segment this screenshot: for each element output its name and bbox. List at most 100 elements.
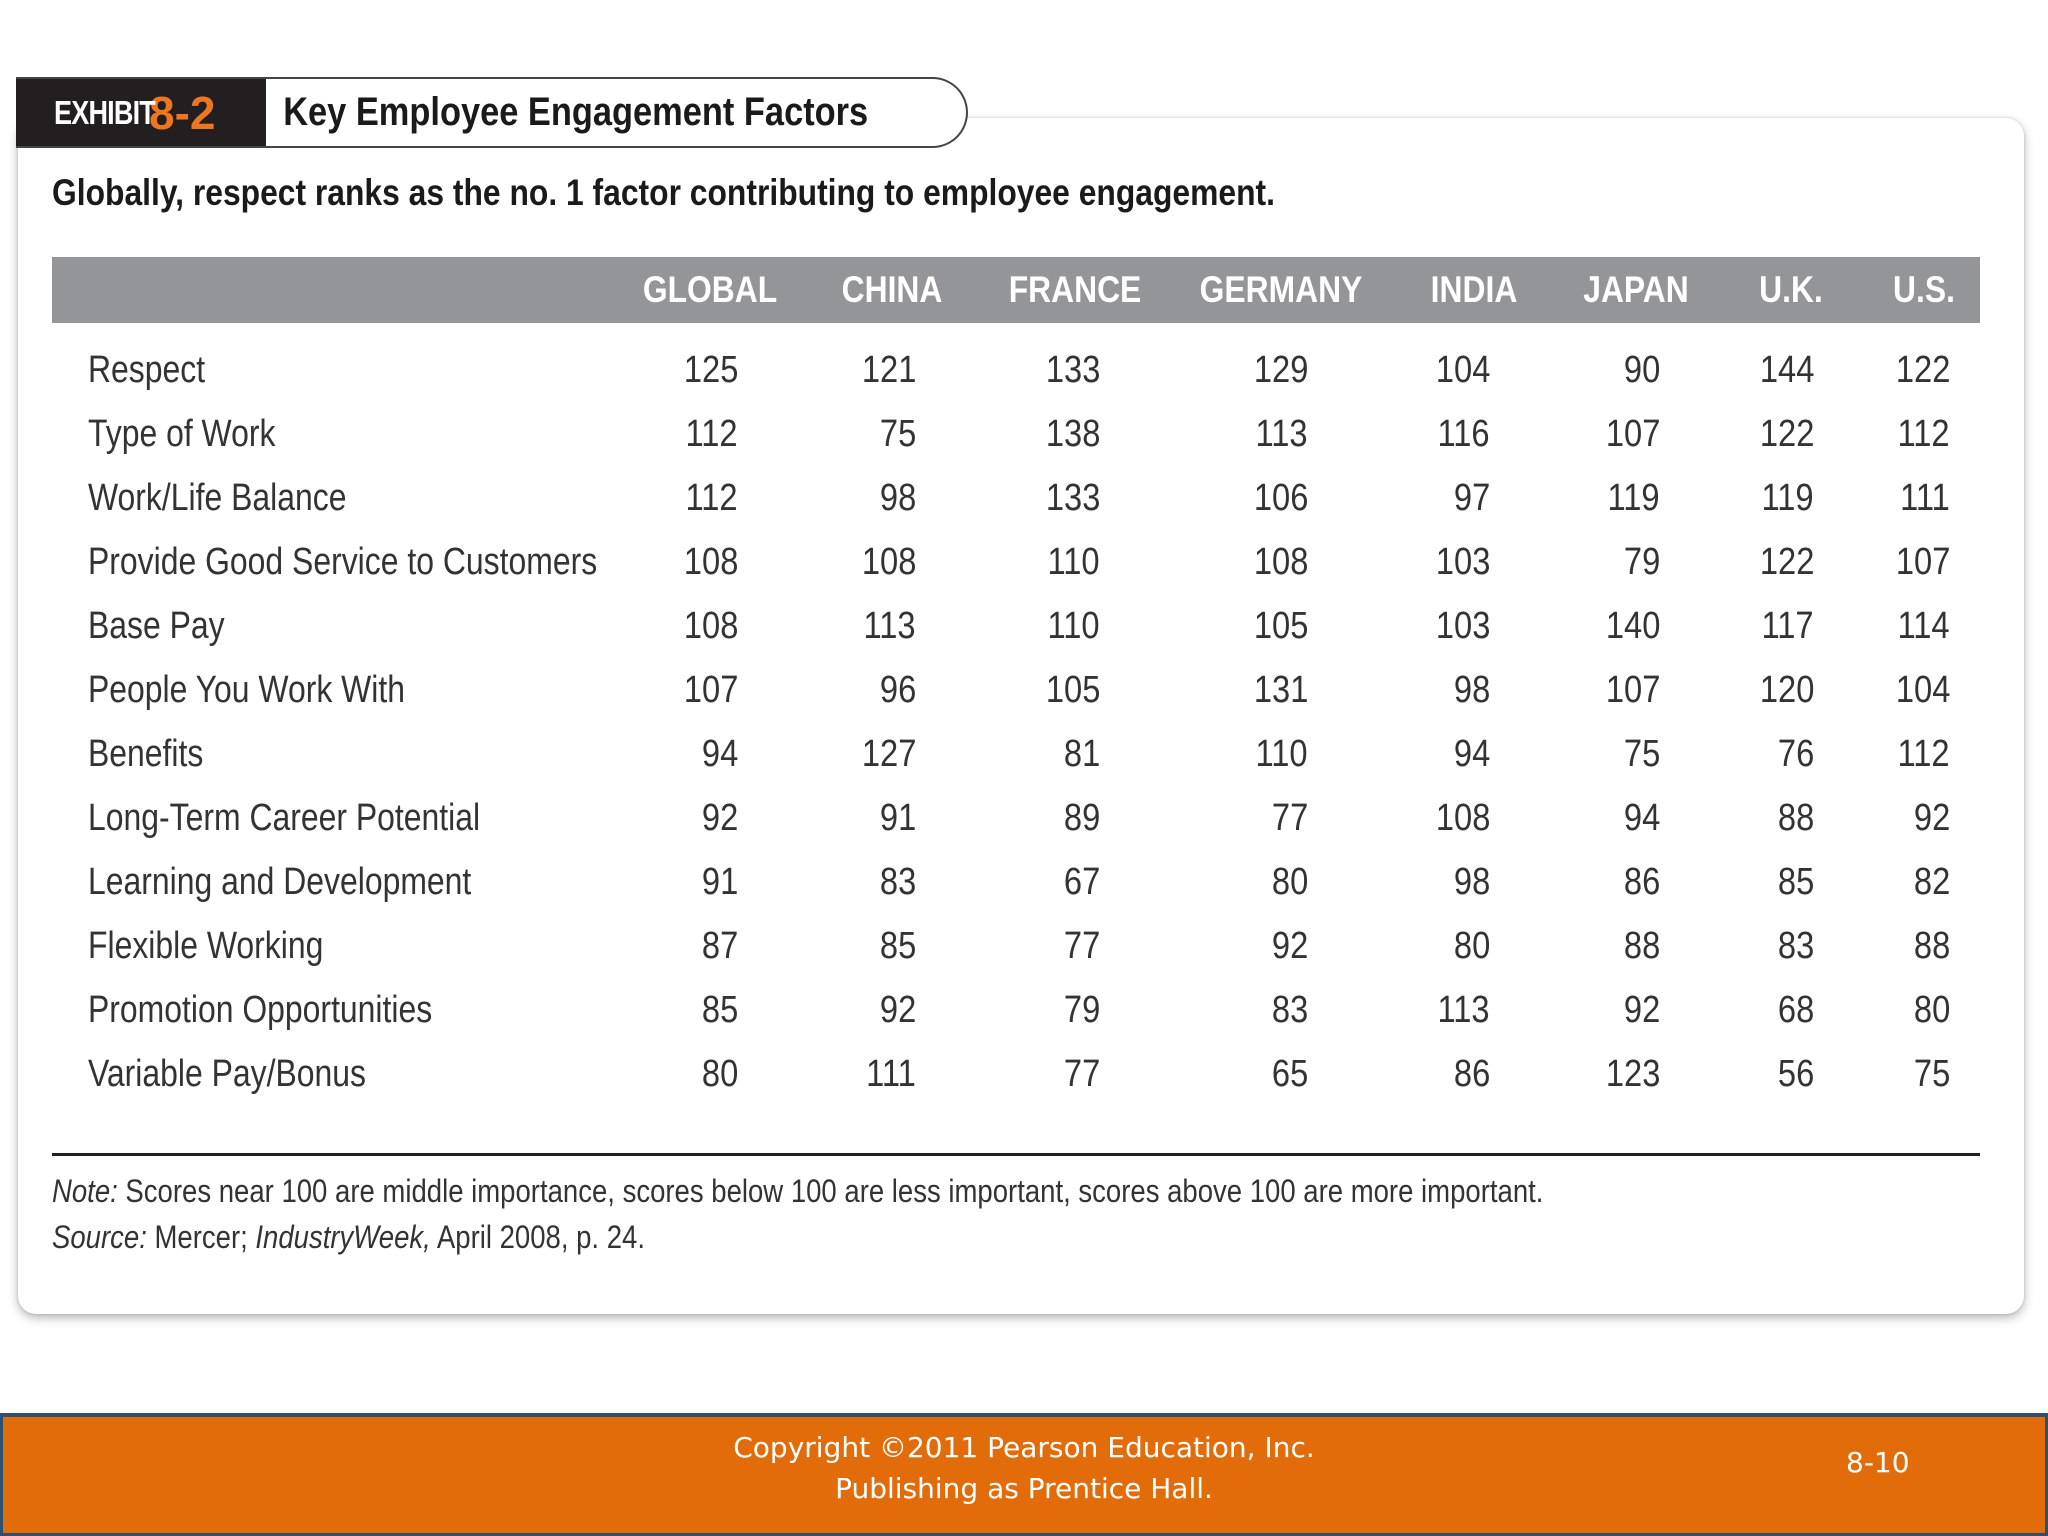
table-cell-japan: 86 [1623,861,1660,903]
table-cell-global: 112 [685,477,738,519]
table-cell-india: 97 [1453,477,1490,519]
table-cell-india: 116 [1437,413,1490,455]
copyright-line-1: Copyright ©2011 Pearson Education, Inc. [733,1431,1315,1464]
row-label: Work/Life Balance [88,477,347,519]
table-cell-global: 87 [701,925,738,967]
table-cell-us: 80 [1913,989,1950,1031]
table-cell-us: 82 [1913,861,1950,903]
table-cell-japan: 88 [1623,925,1660,967]
row-label: Respect [88,349,206,391]
table-cell-global: 80 [701,1053,738,1095]
table-bottom-rule [52,1153,1980,1156]
row-label: People You Work With [88,669,406,711]
table-cell-china: 98 [879,477,916,519]
column-header-china: CHINA [841,269,943,310]
table-cell-global: 91 [701,861,738,903]
slide-number: 8-10 [1846,1446,1910,1479]
table-cell-uk: 76 [1777,733,1814,775]
table-cell-china: 85 [879,925,916,967]
table-cell-germany: 80 [1271,861,1308,903]
exhibit-tag: EXHIBIT 8-2 [16,79,266,146]
column-header-india: INDIA [1430,269,1518,310]
column-header-japan: JAPAN [1583,269,1689,310]
source-line: Source: Mercer; IndustryWeek, April 2008… [52,1219,645,1256]
table-cell-global: 108 [683,605,738,647]
table-cell-germany: 110 [1255,733,1308,775]
table-cell-uk: 144 [1759,349,1814,391]
table-cell-india: 94 [1453,733,1490,775]
table-cell-germany: 77 [1271,797,1308,839]
table-cell-germany: 92 [1271,925,1308,967]
exhibit-subtitle: Globally, respect ranks as the no. 1 fac… [52,172,1276,213]
exhibit-number: 8-2 [149,86,216,139]
table-cell-india: 113 [1437,989,1490,1031]
table-cell-japan: 107 [1605,669,1660,711]
note-label: Note: [52,1173,118,1209]
table-cell-germany: 65 [1271,1053,1308,1095]
note-text: Scores near 100 are middle importance, s… [117,1173,1544,1209]
table-cell-france: 89 [1063,797,1100,839]
table-cell-uk: 88 [1777,797,1814,839]
table-cell-india: 104 [1435,349,1490,391]
table-cell-france: 110 [1047,541,1100,583]
table-cell-global: 94 [701,733,738,775]
column-header-global: GLOBAL [642,269,778,310]
row-label: Long-Term Career Potential [88,797,481,839]
table-cell-global: 112 [685,413,738,455]
copyright-line-2: Publishing as Prentice Hall. [835,1472,1213,1505]
table-cell-france: 81 [1063,733,1100,775]
table-cell-uk: 119 [1761,477,1814,519]
table-cell-uk: 117 [1761,605,1814,647]
row-label: Promotion Opportunities [88,989,433,1031]
table-header: GLOBAL CHINA FRANCE GERMANY INDIA JAPAN U.K. U.… [52,257,1980,323]
table-cell-global: 125 [683,349,738,391]
table-cell-us: 92 [1913,797,1950,839]
table-cell-india: 98 [1453,669,1490,711]
table-cell-china: 92 [879,989,916,1031]
table-cell-germany: 106 [1253,477,1308,519]
table-cell-china: 121 [861,349,916,391]
table-cell-china: 111 [866,1053,916,1095]
table-cell-japan: 92 [1623,989,1660,1031]
table-cell-china: 127 [861,733,916,775]
table-cell-france: 133 [1045,477,1100,519]
row-label: Variable Pay/Bonus [88,1053,367,1095]
table-cell-france: 67 [1063,861,1100,903]
table-cell-japan: 90 [1623,349,1660,391]
table-cell-us: 112 [1897,413,1950,455]
row-label: Flexible Working [88,925,324,967]
table-cell-germany: 108 [1253,541,1308,583]
table-cell-france: 133 [1045,349,1100,391]
source-text-1: Mercer; [146,1219,256,1255]
table-cell-japan: 75 [1623,733,1660,775]
table-cell-japan: 123 [1605,1053,1660,1095]
table-cell-china: 75 [879,413,916,455]
source-publication: IndustryWeek, [255,1219,431,1255]
table-cell-india: 98 [1453,861,1490,903]
table-cell-uk: 56 [1777,1053,1814,1095]
table-cell-japan: 140 [1605,605,1660,647]
table-cell-global: 108 [683,541,738,583]
table-cell-germany: 105 [1253,605,1308,647]
column-header-us: U.S. [1893,269,1955,310]
exhibit-word: EXHIBIT [54,93,156,131]
row-label: Benefits [88,733,204,775]
column-header-germany: GERMANY [1199,269,1363,310]
table-cell-france: 110 [1047,605,1100,647]
table-cell-uk: 122 [1759,541,1814,583]
table-cell-uk: 83 [1777,925,1814,967]
table-cell-china: 96 [879,669,916,711]
table-cell-global: 85 [701,989,738,1031]
row-label: Type of Work [88,413,276,455]
table-cell-germany: 129 [1253,349,1308,391]
row-label: Base Pay [88,605,225,647]
table-cell-us: 104 [1895,669,1950,711]
table-cell-france: 77 [1063,925,1100,967]
table-cell-germany: 131 [1253,669,1308,711]
table-cell-global: 92 [701,797,738,839]
table-cell-us: 88 [1913,925,1950,967]
table-cell-india: 103 [1435,541,1490,583]
table-cell-uk: 85 [1777,861,1814,903]
table-cell-india: 80 [1453,925,1490,967]
table-cell-us: 111 [1900,477,1950,519]
